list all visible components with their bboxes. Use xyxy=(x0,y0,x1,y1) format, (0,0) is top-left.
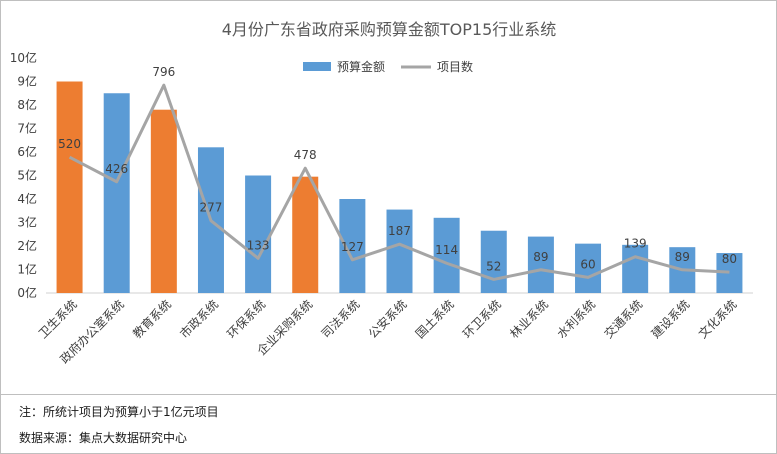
legend-swatch-bar xyxy=(303,62,331,71)
y-tick-label: 0亿 xyxy=(17,285,37,300)
y-tick-label: 9亿 xyxy=(17,74,37,89)
x-tick-label: 公安系统 xyxy=(365,297,410,342)
data-label: 139 xyxy=(624,237,647,251)
y-tick-label: 10亿 xyxy=(10,50,37,65)
data-label: 426 xyxy=(105,162,128,176)
bar xyxy=(245,175,272,293)
footer-note: 注：所统计项目为预算小于1亿元项目 xyxy=(19,405,219,419)
data-label: 520 xyxy=(58,137,81,151)
y-tick-label: 4亿 xyxy=(17,191,37,206)
bar xyxy=(527,236,554,293)
data-label: 127 xyxy=(341,240,364,254)
data-label: 478 xyxy=(294,148,317,162)
bar xyxy=(480,230,507,293)
x-tick-label: 林业系统 xyxy=(507,297,551,341)
x-tick-label: 交通系统 xyxy=(601,297,646,342)
footer-divider xyxy=(1,394,776,395)
y-tick-label: 6亿 xyxy=(17,144,37,159)
data-label: 52 xyxy=(486,259,501,273)
y-tick-label: 3亿 xyxy=(17,215,37,230)
data-label: 89 xyxy=(675,250,690,264)
bar xyxy=(56,81,83,293)
y-axis: 0亿 1亿 2亿 3亿 4亿 5亿 6亿 7亿 8亿 9亿 10亿 xyxy=(10,50,37,300)
x-tick-label: 市政系统 xyxy=(177,297,222,342)
bar xyxy=(386,209,413,293)
x-tick-label: 文化系统 xyxy=(695,297,740,342)
line-path xyxy=(68,83,730,281)
x-tick-label: 环卫系统 xyxy=(460,297,504,341)
bar xyxy=(103,93,130,293)
y-tick-label: 7亿 xyxy=(17,121,37,136)
legend-label-bar: 预算金额 xyxy=(337,59,385,74)
x-tick-label: 水利系统 xyxy=(554,297,598,341)
data-label: 187 xyxy=(388,224,411,238)
y-tick-label: 2亿 xyxy=(17,238,37,253)
legend: 预算金额 项目数 xyxy=(303,59,473,74)
data-label: 60 xyxy=(580,257,595,271)
bar xyxy=(622,244,649,293)
x-tick-label: 环保系统 xyxy=(224,297,268,341)
bar xyxy=(575,243,602,293)
footer-source: 数据来源：集点大数据研究中心 xyxy=(19,431,188,445)
y-tick-label: 1亿 xyxy=(17,262,37,277)
data-label: 277 xyxy=(200,201,223,215)
y-tick-label: 5亿 xyxy=(17,168,37,183)
chart-title: 4月份广东省政府采购预算金额TOP15行业系统 xyxy=(222,20,557,39)
x-tick-label: 教育系统 xyxy=(129,297,174,342)
x-tick-label: 卫生系统 xyxy=(36,297,80,341)
legend-label-line: 项目数 xyxy=(437,59,473,74)
data-label: 80 xyxy=(722,252,737,266)
data-label: 89 xyxy=(533,250,548,264)
x-tick-label: 国土系统 xyxy=(413,297,457,341)
y-tick-label: 8亿 xyxy=(17,97,37,112)
line-series: 520 426 796 277 133 478 127 187 114 52 89 60 139 89 80 xyxy=(58,65,737,281)
bar xyxy=(150,109,177,293)
data-label: 114 xyxy=(435,243,458,257)
x-tick-label: 司法系统 xyxy=(319,297,363,341)
bar xyxy=(433,217,460,293)
bars xyxy=(56,81,743,293)
chart-svg: 4月份广东省政府采购预算金额TOP15行业系统 预算金额 项目数 0亿 1亿 2亿 3… xyxy=(10,20,753,367)
x-tick-label: 建设系统 xyxy=(649,297,693,341)
data-label: 796 xyxy=(152,65,175,79)
bar xyxy=(292,176,319,293)
data-label: 133 xyxy=(247,238,270,252)
